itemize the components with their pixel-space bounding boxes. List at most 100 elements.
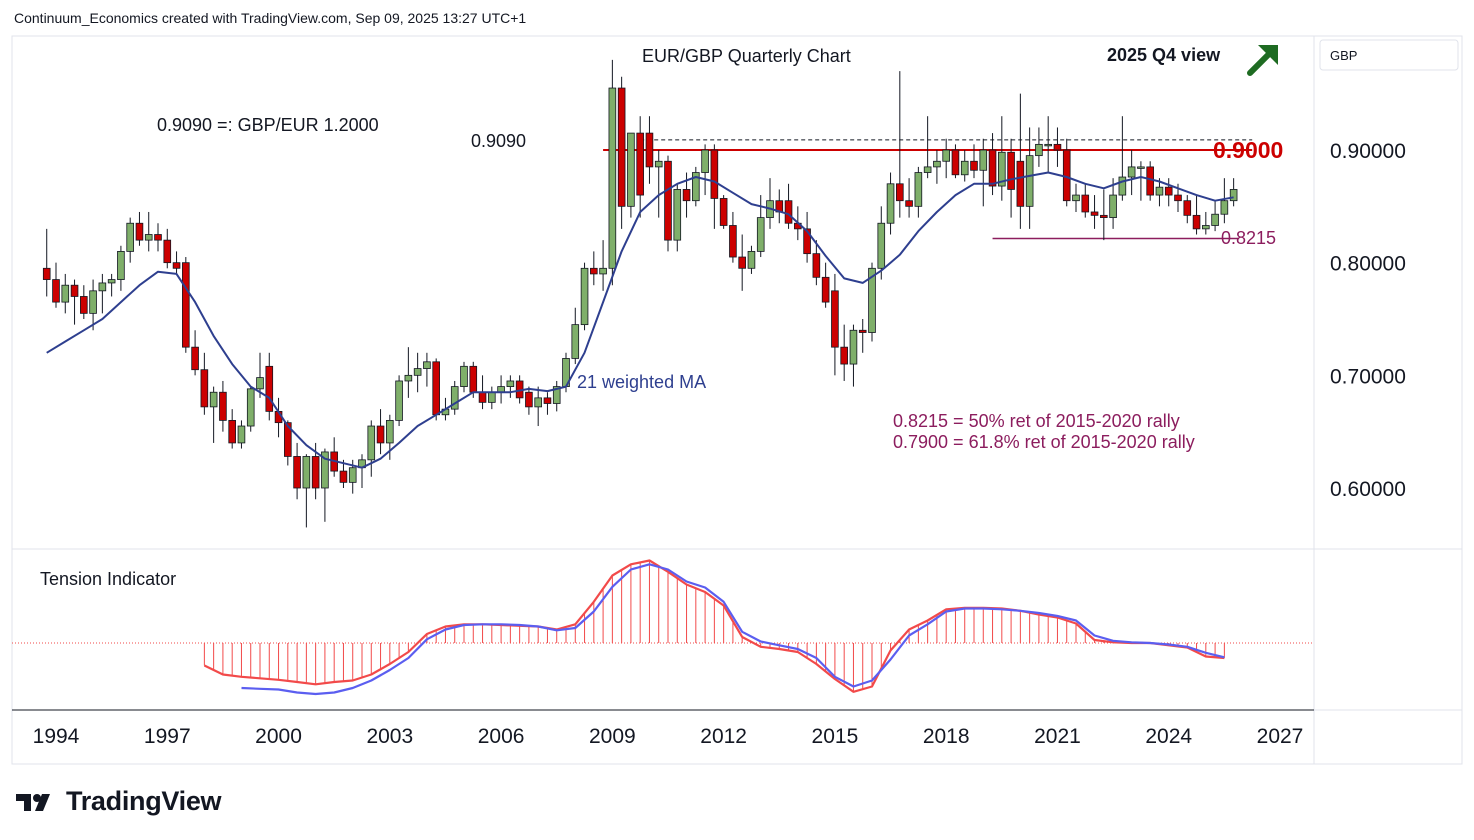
- candle: [423, 352, 431, 387]
- candle: [70, 279, 79, 325]
- candle-body-down: [803, 228, 811, 255]
- level-9000-label: 0.9000: [1213, 137, 1283, 163]
- candle-body-down: [478, 391, 487, 403]
- candle-body-down: [172, 262, 181, 269]
- candle-body-down: [1174, 194, 1182, 202]
- time-tick-label: 1997: [144, 725, 191, 748]
- candle-body-up: [1220, 200, 1229, 215]
- candle-body-down: [191, 346, 199, 371]
- candle-body-up: [960, 160, 969, 176]
- time-tick-label: 2027: [1257, 725, 1304, 748]
- price-axis-labels: 0.90000 0.80000 0.70000 0.60000: [1330, 140, 1406, 501]
- candle: [182, 257, 190, 353]
- candle: [1137, 161, 1145, 201]
- candle: [617, 76, 626, 229]
- candle: [284, 420, 292, 466]
- price-tick-label: 0.70000: [1330, 365, 1406, 388]
- candle-body-up: [1109, 194, 1117, 218]
- candle-body-up: [877, 222, 886, 269]
- candle-body-up: [608, 87, 617, 269]
- candle: [896, 71, 904, 218]
- candle-body-up: [534, 397, 542, 408]
- candle: [42, 228, 51, 297]
- up-arrow-icon: [1247, 45, 1278, 76]
- candle-body-down: [70, 284, 79, 297]
- candle-body-down: [1146, 166, 1154, 196]
- candle: [1044, 116, 1052, 173]
- candle: [627, 132, 635, 218]
- candle-body-down: [970, 160, 978, 171]
- candle: [988, 133, 997, 196]
- candle: [98, 273, 107, 314]
- candle: [719, 195, 728, 229]
- candle: [1081, 183, 1090, 218]
- candle-body-up: [450, 386, 459, 410]
- candle: [942, 138, 950, 179]
- candle: [460, 361, 468, 393]
- candle: [61, 273, 70, 314]
- candle-body-down: [432, 361, 440, 416]
- candle-body-up: [126, 222, 134, 252]
- candle: [1127, 150, 1136, 196]
- candle: [339, 459, 348, 488]
- candle-body-up: [1025, 155, 1034, 207]
- candle: [840, 324, 848, 381]
- candle: [219, 380, 227, 432]
- candle: [821, 262, 830, 308]
- candle: [525, 386, 533, 415]
- candle: [636, 116, 644, 218]
- candle: [1155, 178, 1164, 207]
- candle: [775, 189, 784, 224]
- candle-body-up: [423, 361, 431, 369]
- tension-red-line: [203, 559, 1225, 693]
- conversion-note: 0.9090 =: GBP/EUR 1.2000: [157, 115, 379, 135]
- candle-body-up: [979, 149, 988, 171]
- time-tick-label: 2015: [812, 725, 859, 748]
- currency-badge[interactable]: [1319, 39, 1459, 71]
- candle-body-up: [654, 160, 663, 168]
- candle-body-down: [265, 365, 274, 412]
- tension-blue-line: [241, 563, 1225, 696]
- chart-frame: [11, 35, 1463, 765]
- candle-body-down: [719, 198, 728, 226]
- time-tick-label: 2009: [589, 725, 636, 748]
- candle-body-up: [933, 160, 941, 168]
- candle: [1229, 178, 1238, 207]
- candle-body-up: [747, 250, 756, 269]
- time-tick-label: 1994: [33, 725, 80, 748]
- candle-body-down: [645, 132, 654, 168]
- tradingview-logo[interactable]: TradingView: [14, 786, 222, 817]
- candle: [747, 245, 756, 274]
- candle: [599, 240, 607, 291]
- candle-body-up: [914, 172, 923, 207]
- candle-body-up: [237, 425, 246, 444]
- time-tick-label: 2024: [1145, 725, 1192, 748]
- candle-body-down: [821, 276, 830, 303]
- candle-body-up: [580, 267, 589, 326]
- candle-body-down: [200, 369, 209, 408]
- candle-body-down: [543, 397, 552, 404]
- candle-body-up: [673, 189, 682, 241]
- candle-body-up: [460, 365, 468, 388]
- candle-body-up: [701, 149, 709, 173]
- time-tick-label: 2003: [366, 725, 413, 748]
- candle-body-down: [311, 456, 320, 489]
- candle: [154, 223, 162, 252]
- candle: [395, 375, 403, 427]
- candle: [664, 155, 672, 252]
- candle: [1053, 127, 1062, 167]
- tradingview-logo-icon: [16, 793, 50, 811]
- candle: [831, 273, 839, 376]
- tradingview-brand: TradingView: [66, 786, 222, 816]
- price-tick-label: 0.80000: [1330, 253, 1406, 276]
- candle-body-up: [61, 284, 70, 303]
- candle: [1146, 161, 1154, 201]
- candle-body-up: [571, 324, 580, 359]
- candle-body-up: [98, 282, 107, 292]
- candle-body-down: [469, 365, 478, 393]
- candle-body-up: [627, 132, 635, 207]
- candle-body-down: [376, 425, 385, 444]
- candle-body-down: [1183, 200, 1192, 216]
- time-tick-label: 2018: [923, 725, 970, 748]
